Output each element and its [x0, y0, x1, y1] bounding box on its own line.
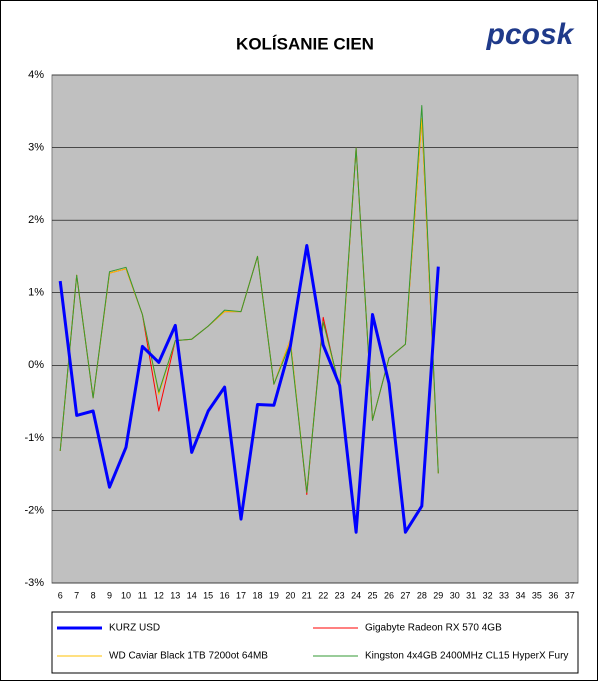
x-tick-label: 21 [302, 590, 312, 600]
y-tick-label: 4% [28, 69, 44, 81]
x-tick-label: 15 [203, 590, 213, 600]
x-tick-label: 20 [285, 590, 295, 600]
x-tick-label: 35 [532, 590, 542, 600]
x-tick-label: 11 [138, 590, 147, 600]
x-tick-label: 22 [318, 590, 328, 600]
y-tick-label: 1% [28, 287, 44, 299]
x-tick-label: 31 [466, 590, 476, 600]
y-tick-label: 3% [28, 141, 44, 153]
legend-label: KURZ USD [109, 623, 160, 634]
x-tick-label: 6 [58, 590, 63, 600]
logo: pcosk [486, 18, 575, 51]
x-tick-label: 10 [121, 590, 131, 600]
x-tick-label: 29 [433, 590, 443, 600]
legend-label: Gigabyte Radeon RX 570 4GB [365, 623, 502, 634]
x-tick-label: 19 [269, 590, 279, 600]
x-tick-label: 25 [368, 590, 378, 600]
x-tick-label: 9 [107, 590, 112, 600]
x-tick-label: 13 [170, 590, 180, 600]
x-tick-label: 7 [74, 590, 79, 600]
x-tick-label: 30 [450, 590, 460, 600]
legend-label: WD Caviar Black 1TB 7200ot 64MB [109, 651, 268, 662]
x-tick-label: 16 [220, 590, 230, 600]
x-tick-label: 17 [236, 590, 246, 600]
x-tick-label: 36 [548, 590, 558, 600]
x-tick-label: 26 [384, 590, 394, 600]
x-tick-label: 27 [400, 590, 410, 600]
legend [51, 611, 579, 674]
x-tick-label: 33 [499, 590, 509, 600]
x-tick-label: 18 [252, 590, 262, 600]
x-tick-label: 32 [483, 590, 493, 600]
y-tick-label: -1% [24, 432, 44, 444]
legend-label: Kingston 4x4GB 2400MHz CL15 HyperX Fury [365, 651, 568, 662]
series-line [59, 105, 439, 493]
plot-area [51, 74, 579, 584]
y-tick-label: 2% [28, 214, 44, 226]
y-tick-label: 0% [28, 359, 44, 371]
x-tick-label: 28 [417, 590, 427, 600]
x-tick-label: 34 [515, 590, 525, 600]
x-tick-label: 23 [335, 590, 345, 600]
y-tick-label: -3% [24, 577, 44, 589]
x-tick-label: 8 [91, 590, 96, 600]
x-tick-label: 24 [351, 590, 361, 600]
x-tick-label: 37 [565, 590, 575, 600]
x-tick-label: 12 [154, 590, 164, 600]
y-tick-label: -2% [24, 504, 44, 516]
chart-title: KOLÍSANIE CIEN [236, 34, 374, 53]
series-line [58, 244, 440, 534]
x-tick-label: 14 [187, 590, 197, 600]
